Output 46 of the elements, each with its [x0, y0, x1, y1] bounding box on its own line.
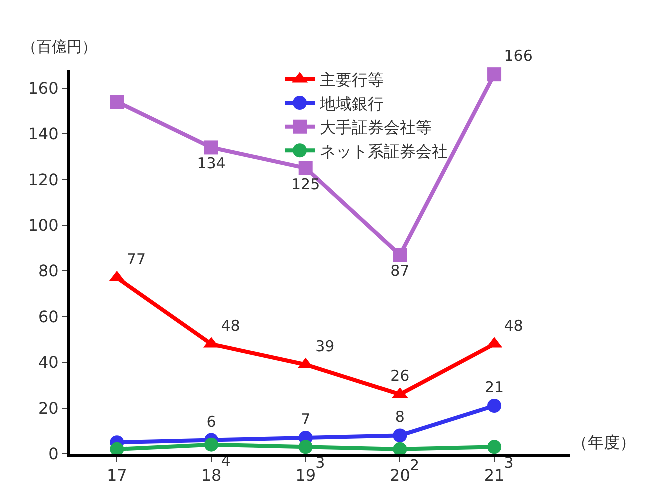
data-label: 48	[221, 316, 240, 335]
data-label: 7	[301, 410, 311, 428]
data-label: 8	[395, 408, 405, 426]
data-label: 6	[206, 412, 216, 431]
point	[204, 140, 219, 155]
y-tick-label: 140	[28, 124, 59, 144]
point	[488, 399, 502, 413]
x-tick-label: 20	[390, 466, 410, 486]
point	[488, 68, 502, 82]
data-label: 48	[504, 316, 524, 335]
x-tick-label: 18	[201, 466, 222, 486]
point	[393, 248, 408, 262]
data-label: 2	[410, 456, 420, 474]
legend-label: 大手証券会社等	[320, 118, 432, 138]
point	[298, 161, 313, 176]
y-tick-label: 20	[38, 398, 59, 418]
point	[204, 438, 219, 452]
point	[298, 440, 313, 454]
x-axis-title: （年度）	[572, 433, 636, 452]
y-tick-label: 120	[28, 170, 59, 190]
point	[393, 428, 408, 443]
point	[488, 440, 502, 454]
y-tick-label: 0	[48, 444, 59, 464]
y-tick-label: 60	[38, 307, 59, 326]
legend-label: ネット系証券会社	[320, 142, 448, 161]
data-label: 87	[390, 262, 410, 280]
y-axis-title: （百億円）	[22, 38, 97, 56]
x-tick-label: 19	[296, 466, 316, 486]
y-tick-label: 100	[28, 216, 59, 236]
data-label: 166	[504, 47, 533, 66]
x-tick-label: 21	[484, 466, 505, 486]
y-tick-label: 160	[28, 78, 59, 98]
data-label: 3	[504, 454, 514, 472]
legend-label: 地域銀行	[319, 94, 384, 114]
y-tick-label: 80	[38, 262, 59, 281]
data-label: 3	[316, 454, 326, 472]
y-tick-label: 40	[38, 353, 59, 372]
point	[110, 95, 124, 109]
data-label: 77	[126, 250, 146, 268]
x-tick-label: 17	[106, 466, 128, 486]
data-label: 125	[292, 175, 320, 194]
data-label: 21	[484, 378, 504, 396]
data-label: 39	[316, 337, 335, 356]
data-label: 134	[197, 154, 226, 173]
legend-label: 主要行等	[320, 70, 384, 90]
data-label: 26	[390, 367, 410, 386]
